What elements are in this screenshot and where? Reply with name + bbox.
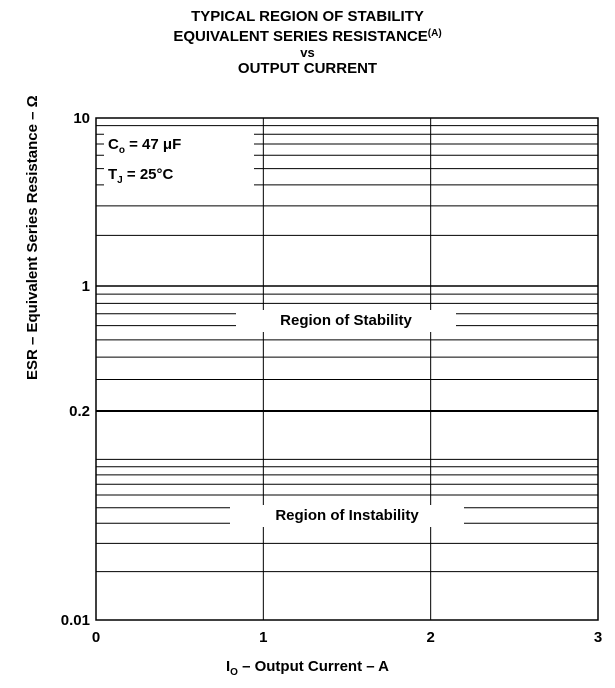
x-tick-label: 1 xyxy=(259,629,267,646)
capacitance-condition: Co = 47 μF xyxy=(108,133,250,163)
y-axis-label: ESR – Equivalent Series Resistance – Ω xyxy=(24,95,41,380)
capacitance-symbol: C xyxy=(108,136,119,153)
y-tick-label: 1 xyxy=(82,278,90,295)
y-tick-label: 0.2 xyxy=(69,403,90,420)
temperature-symbol: T xyxy=(108,166,118,183)
chart-title-line-1: TYPICAL REGION OF STABILITY xyxy=(191,8,424,25)
temperature-condition: TJ = 25°C xyxy=(108,163,250,193)
chart-title-footnote: (A) xyxy=(427,28,442,39)
capacitance-value: = 47 μF xyxy=(124,136,182,153)
conditions-box: Co = 47 μF TJ = 25°C xyxy=(104,133,254,193)
x-axis-label-subscript: O xyxy=(230,667,238,678)
x-tick-label: 3 xyxy=(594,629,602,646)
region-stability-label: Region of Stability xyxy=(236,310,456,332)
y-tick-label: 10 xyxy=(73,110,90,127)
chart-title-line-3: vs xyxy=(300,45,315,60)
x-axis-label: IO – Output Current – A xyxy=(0,658,615,678)
chart-title-line-2-text: EQUIVALENT SERIES RESISTANCE xyxy=(173,28,428,45)
y-tick-label: 0.01 xyxy=(61,612,90,629)
plot-frame xyxy=(95,117,599,621)
region-instability-label: Region of Instability xyxy=(230,505,464,527)
chart-title-line-2: EQUIVALENT SERIES RESISTANCE(A) xyxy=(0,25,615,45)
chart-title-line-4: OUTPUT CURRENT xyxy=(237,60,378,77)
x-tick-label: 2 xyxy=(426,629,434,646)
temperature-subscript: J xyxy=(117,175,123,186)
x-axis-label-text: – Output Current – A xyxy=(237,658,390,675)
x-tick-label: 0 xyxy=(92,629,100,646)
capacitance-subscript: o xyxy=(118,145,125,156)
x-axis-label-symbol: I xyxy=(225,658,231,675)
temperature-value: = 25°C xyxy=(122,166,174,183)
